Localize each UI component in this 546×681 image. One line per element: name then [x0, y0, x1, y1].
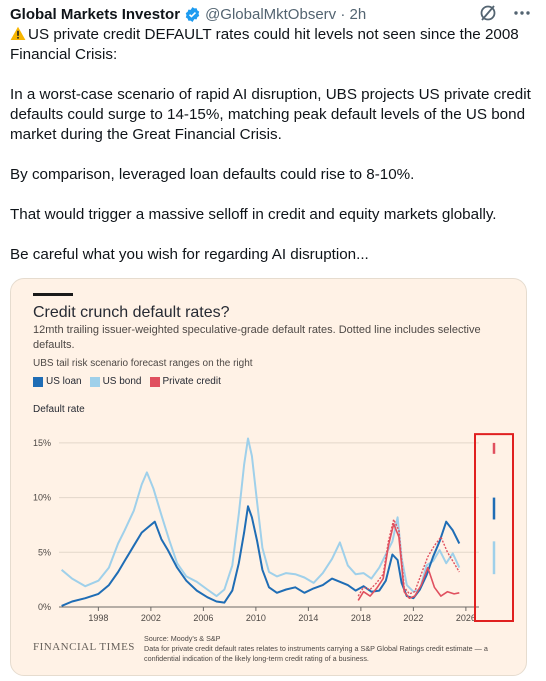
legend-item-us-bond: US bond	[89, 376, 142, 387]
legend-label: Private credit	[162, 376, 221, 387]
warning-icon	[10, 26, 26, 41]
tweet-header: Global Markets Investor @GlobalMktObserv…	[10, 3, 540, 25]
line-chart: 0% 5% 10% 15% 1998 2002 2006 2010 2014 2018 2022 20…	[33, 433, 514, 623]
x-tick-label: 2010	[246, 613, 266, 623]
y-axis-caption: Default rate	[33, 404, 85, 415]
tweet-paragraph-4: That would trigger a massive selloff in …	[10, 206, 497, 223]
tweet-paragraph-2: In a worst-case scenario of rapid AI dis…	[10, 86, 531, 143]
x-tick-label: 2002	[141, 613, 161, 623]
source-line: Source: Moody's & S&P	[144, 634, 221, 643]
tweet-paragraph-3: By comparison, leveraged loan defaults c…	[10, 166, 415, 183]
legend-item-us-loan: US loan	[33, 376, 82, 387]
us-bond-line	[60, 437, 461, 598]
verified-badge-icon	[184, 6, 201, 23]
x-tick-label: 2018	[351, 613, 371, 623]
financial-times-logo: FINANCIAL TIMES	[33, 641, 135, 653]
chart-source: Source: Moody's & S&P Data for private c…	[144, 634, 514, 664]
legend-item-private-credit: Private credit	[149, 376, 221, 387]
legend-swatch	[149, 376, 160, 387]
us-loan-line	[61, 505, 461, 607]
source-note: Data for private credit default rates re…	[144, 644, 488, 663]
ft-top-rule	[33, 293, 73, 296]
y-tick-label: 15%	[33, 438, 51, 448]
x-tick-label: 2022	[403, 613, 423, 623]
y-tick-label: 10%	[33, 493, 51, 503]
x-tick-label: 2014	[298, 613, 318, 623]
tweet-line-1: US private credit DEFAULT rates could hi…	[10, 26, 519, 63]
chart-legend: US loan US bond Private credit	[33, 376, 221, 387]
chart-subtitle: 12mth trailing issuer-weighted speculati…	[33, 324, 481, 351]
x-tick-label: 1998	[88, 613, 108, 623]
legend-swatch	[89, 376, 100, 387]
x-tick-label: 2026	[456, 613, 476, 623]
chart-title: Credit crunch default rates?	[33, 304, 230, 321]
grok-icon[interactable]	[478, 3, 498, 23]
chart-image-card[interactable]: Credit crunch default rates? 12mth trail…	[10, 278, 527, 676]
tweet-paragraph-5: Be careful what you wish for regarding A…	[10, 246, 369, 263]
tweet-text: US private credit DEFAULT rates could hi…	[10, 25, 536, 285]
private-credit-line	[357, 523, 460, 601]
author-handle-time[interactable]: @GlobalMktObserv · 2h	[205, 5, 367, 23]
forecast-highlight-box	[474, 433, 514, 622]
private-credit-dotted-line	[357, 518, 460, 597]
x-tick-label: 2006	[193, 613, 213, 623]
y-tick-label: 5%	[38, 547, 51, 557]
legend-label: US bond	[102, 376, 142, 387]
legend-swatch	[33, 376, 43, 387]
y-tick-label: 0%	[38, 602, 51, 612]
author-name[interactable]: Global Markets Investor	[10, 5, 181, 23]
more-dots-icon[interactable]	[512, 3, 532, 23]
chart-note: UBS tail risk scenario forecast ranges o…	[33, 358, 253, 369]
legend-label: US loan	[46, 376, 82, 387]
